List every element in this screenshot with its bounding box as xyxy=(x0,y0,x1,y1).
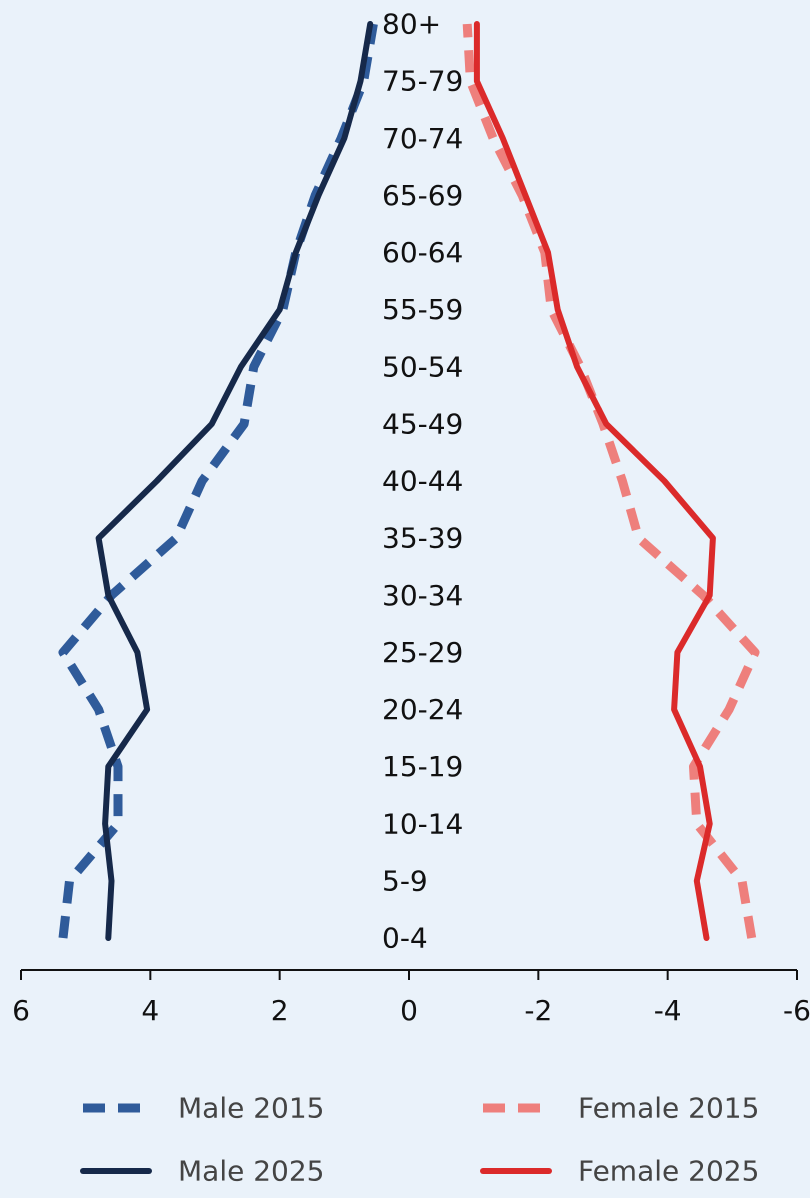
legend-label: Female 2015 xyxy=(578,1092,759,1125)
category-labels: 0-4 5-9 10-14 15-19 20-24 25-29 30-34 35-39 40-4… xyxy=(382,8,463,955)
category-label: 5-9 xyxy=(382,864,428,897)
x-tick-label: 6 xyxy=(12,994,30,1027)
category-label: 65-69 xyxy=(382,179,463,212)
legend-label: Male 2025 xyxy=(178,1155,324,1188)
category-label: 55-59 xyxy=(382,293,463,326)
legend-label: Male 2015 xyxy=(178,1092,324,1125)
series-line-male-2015 xyxy=(58,23,378,939)
x-tick-label: 0 xyxy=(400,994,418,1027)
legend-item-male-2015: Male 2015 xyxy=(83,1092,324,1125)
category-label: 10-14 xyxy=(382,807,463,840)
legend-item-male-2025: Male 2025 xyxy=(80,1155,324,1188)
x-axis: 6 4 2 0 -2 -4 -6 xyxy=(12,969,810,1027)
category-label: 25-29 xyxy=(382,636,463,669)
x-tick-label: -4 xyxy=(654,994,682,1027)
x-tick-label: -2 xyxy=(524,994,552,1027)
legend-label: Female 2025 xyxy=(578,1155,759,1188)
category-label: 60-64 xyxy=(382,236,463,269)
category-label: 15-19 xyxy=(382,750,463,783)
category-label: 75-79 xyxy=(382,65,463,98)
series-line-female-2015 xyxy=(462,23,760,939)
x-tick-label: 2 xyxy=(271,994,289,1027)
category-label: 20-24 xyxy=(382,693,463,726)
category-label: 80+ xyxy=(382,8,441,41)
category-label: 50-54 xyxy=(382,350,463,383)
category-label: 70-74 xyxy=(382,122,463,155)
series-line-female-2025 xyxy=(473,21,716,941)
legend: Male 2015 Male 2025 Female 2015 Female 2025 xyxy=(80,1092,759,1188)
category-label: 45-49 xyxy=(382,407,463,440)
category-label: 0-4 xyxy=(382,922,428,955)
category-label: 35-39 xyxy=(382,522,463,555)
x-tick-label: -6 xyxy=(783,994,810,1027)
series-layer xyxy=(58,21,760,941)
series-line-male-2025 xyxy=(95,21,374,941)
legend-item-female-2015: Female 2015 xyxy=(483,1092,759,1125)
legend-item-female-2025: Female 2025 xyxy=(480,1155,759,1188)
category-label: 40-44 xyxy=(382,465,463,498)
x-tick-label: 4 xyxy=(141,994,159,1027)
category-label: 30-34 xyxy=(382,579,463,612)
